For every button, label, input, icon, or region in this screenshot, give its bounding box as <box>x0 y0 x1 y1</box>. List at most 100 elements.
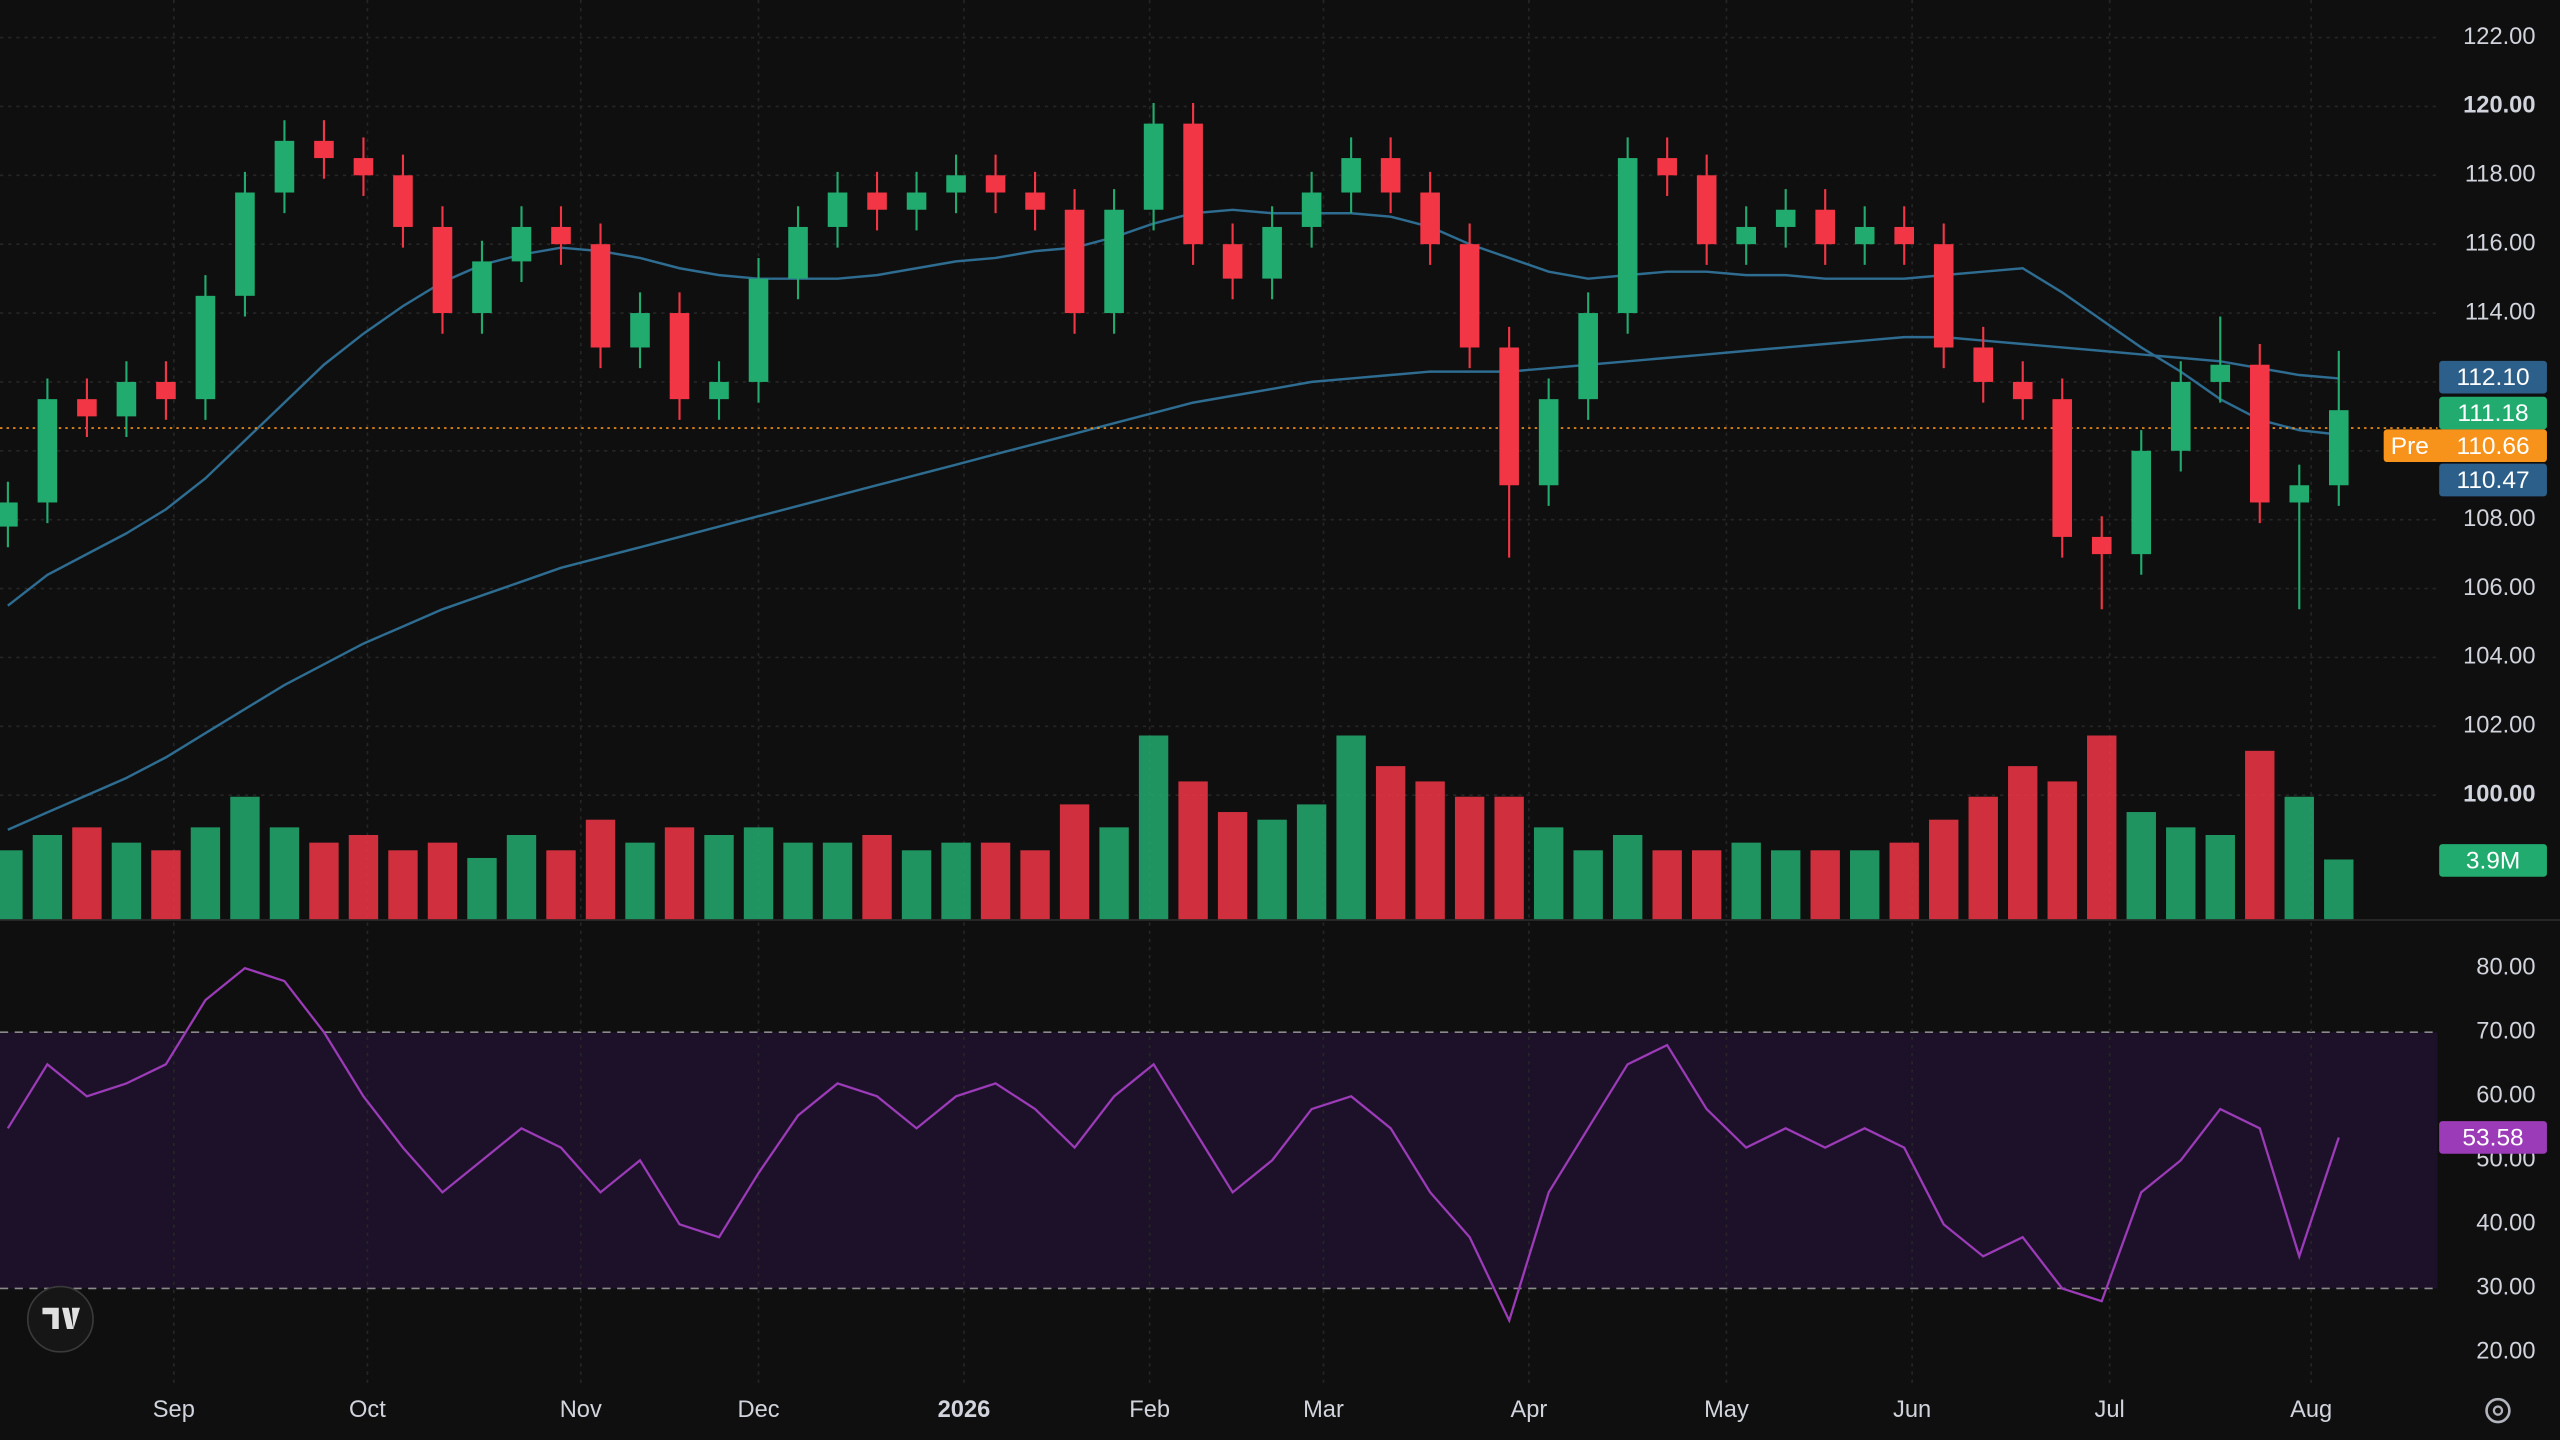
volume-bar <box>2087 735 2117 920</box>
settings-button[interactable] <box>2485 1397 2511 1424</box>
candle-body <box>1301 192 1322 227</box>
volume-badge: 3.9M <box>2466 848 2520 875</box>
candle-body <box>1578 313 1598 400</box>
volume-bar <box>2126 812 2156 920</box>
settings-icon[interactable] <box>2485 1397 2511 1424</box>
volume-bar <box>1415 781 1445 920</box>
candle-body <box>1025 192 1045 210</box>
volume-bar <box>1573 850 1603 920</box>
candle-body <box>195 295 216 400</box>
volume-bar <box>32 835 63 920</box>
volume-bar <box>1020 850 1050 920</box>
volume-bar <box>1929 819 1959 920</box>
y-tick-label: 114.00 <box>2465 299 2536 325</box>
ma-badge: 112.10 <box>2457 364 2530 391</box>
volume-bar <box>388 850 418 920</box>
volume-bar <box>111 842 142 920</box>
x-tick-label: Sep <box>153 1397 195 1423</box>
volume-bar <box>901 850 932 920</box>
volume-bar <box>348 835 379 920</box>
volume-bar <box>427 842 458 920</box>
volume-bar <box>1968 796 1998 920</box>
volume-bar <box>625 842 655 920</box>
volume-bar <box>1375 766 1406 920</box>
volume-bar <box>151 850 181 920</box>
volume-bar <box>1138 735 1169 920</box>
candle-body <box>37 399 58 503</box>
volume-bar <box>1691 850 1722 920</box>
volume-bar <box>1494 796 1524 920</box>
rsi-tick-label: 30.00 <box>2476 1275 2535 1301</box>
x-tick-label: Apr <box>1510 1397 1547 1423</box>
y-tick-label: 122.00 <box>2463 24 2535 50</box>
premarket-badge-bg <box>2383 429 2547 463</box>
candle-body <box>1894 226 1915 245</box>
volume-bar <box>664 827 695 920</box>
candle-body <box>472 261 492 314</box>
candle-body <box>1854 226 1875 245</box>
x-tick-label: 2026 <box>938 1397 991 1423</box>
candle-body <box>1538 399 1559 486</box>
candle-body <box>235 192 255 296</box>
x-tick-label: Feb <box>1129 1397 1170 1423</box>
rsi-tick-label: 80.00 <box>2476 954 2535 980</box>
settings-icon-center[interactable] <box>2492 1405 2504 1416</box>
candle-body <box>946 175 966 193</box>
logo-mark[interactable] <box>42 1307 80 1329</box>
volume-bar <box>2166 827 2196 920</box>
volume-bar <box>506 835 537 920</box>
candle-body <box>669 313 690 400</box>
volume-bar <box>72 827 102 920</box>
volume-bar <box>704 835 734 920</box>
rsi-tick-label: 20.00 <box>2476 1339 2535 1365</box>
rsi-tick-label: 70.00 <box>2476 1018 2535 1044</box>
volume-bar <box>1770 850 1801 920</box>
candle-body <box>274 140 295 193</box>
rsi-tick-label: 60.00 <box>2476 1083 2535 1109</box>
x-tick-label: Jul <box>2095 1397 2125 1423</box>
volume-bar <box>1810 850 1840 920</box>
candle-body <box>2052 399 2073 537</box>
volume-bar <box>1731 842 1761 920</box>
candle-body <box>0 502 18 527</box>
candle-body <box>2289 485 2310 503</box>
candle-body <box>906 192 927 210</box>
candle-body <box>1499 347 1519 486</box>
volume-bar <box>822 842 853 920</box>
candle-body <box>2249 364 2270 503</box>
candle-body <box>1104 209 1124 314</box>
x-tick-label: Oct <box>349 1397 386 1423</box>
volume-bar <box>980 842 1011 920</box>
candle-body <box>788 226 808 279</box>
candle-body <box>1183 123 1203 245</box>
premarket-label: Pre <box>2391 433 2429 460</box>
x-tick-label: Dec <box>737 1397 779 1423</box>
y-tick-label: 106.00 <box>2463 575 2535 601</box>
ma-badge-bg <box>2439 463 2547 497</box>
volume-bar <box>2324 859 2354 920</box>
candle-body <box>1617 158 1638 314</box>
x-tick-label: Mar <box>1303 1397 1344 1423</box>
rsi-badge: 53.58 <box>2462 1124 2523 1151</box>
volume-bar <box>546 850 576 920</box>
candle-body <box>1380 158 1401 193</box>
last-price-badge: 111.18 <box>2457 400 2528 427</box>
y-tick-label: 104.00 <box>2463 644 2535 670</box>
candle-body <box>1341 158 1361 193</box>
candle-body <box>314 140 334 159</box>
candle-body <box>1775 209 1796 227</box>
volume-bar <box>1652 850 1682 920</box>
candle-body <box>1143 123 1164 210</box>
volume-bar <box>941 842 971 920</box>
rsi-badge-bg <box>2439 1121 2547 1154</box>
candle-body <box>2091 536 2112 555</box>
volume-bar <box>1889 842 1919 920</box>
candle-body <box>2210 364 2231 382</box>
volume-bar <box>2008 766 2038 920</box>
candle-body <box>432 226 453 314</box>
y-tick-label: 118.00 <box>2465 162 2536 188</box>
volume-bar <box>1533 827 1564 920</box>
candle-body <box>511 226 532 262</box>
